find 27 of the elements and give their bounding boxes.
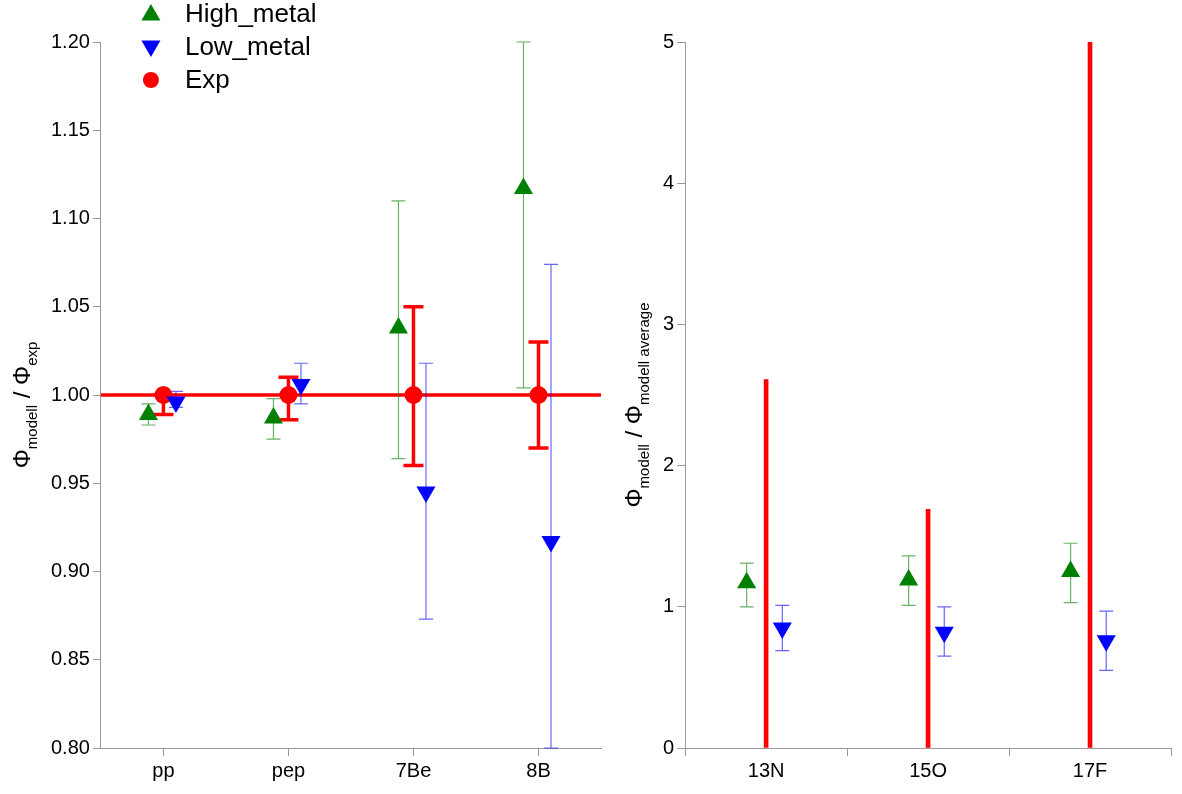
- y-tick-label: 0.95: [50, 470, 90, 493]
- legend-label: High_metal: [184, 0, 317, 29]
- y-tick-label: 1.15: [50, 117, 90, 140]
- legend-label: Low_metal: [184, 31, 311, 62]
- y-tick-label: 1.00: [50, 382, 90, 405]
- x-tick-label: 17F: [1072, 758, 1108, 781]
- y-axis-title: Φmodell / Φmodell average: [620, 302, 652, 508]
- y-tick-label: 1.10: [50, 206, 90, 229]
- x-tick-label: 8B: [526, 758, 551, 781]
- y-tick-label: 2: [663, 453, 675, 476]
- y-tick-label: 3: [663, 311, 675, 334]
- x-tick-label: pp: [152, 758, 175, 781]
- y-tick-label: 5: [663, 29, 675, 52]
- y-tick-label: 1.20: [50, 29, 90, 52]
- y-tick-label: 4: [663, 170, 675, 193]
- legend-label: Exp: [184, 64, 230, 95]
- x-tick-label: 13N: [747, 758, 785, 781]
- y-tick-label: 1: [663, 594, 675, 617]
- x-tick-label: 7Be: [395, 758, 432, 781]
- y-axis-title: Φmodell / Φexp: [8, 341, 40, 469]
- y-tick-label: 0.85: [50, 647, 90, 670]
- x-tick-label: 15O: [909, 758, 947, 781]
- y-tick-label: 0: [663, 735, 675, 758]
- y-tick-label: 0.80: [50, 735, 90, 758]
- x-tick-label: pep: [271, 758, 306, 781]
- y-tick-label: 1.05: [50, 294, 90, 317]
- y-tick-label: 0.90: [50, 559, 90, 582]
